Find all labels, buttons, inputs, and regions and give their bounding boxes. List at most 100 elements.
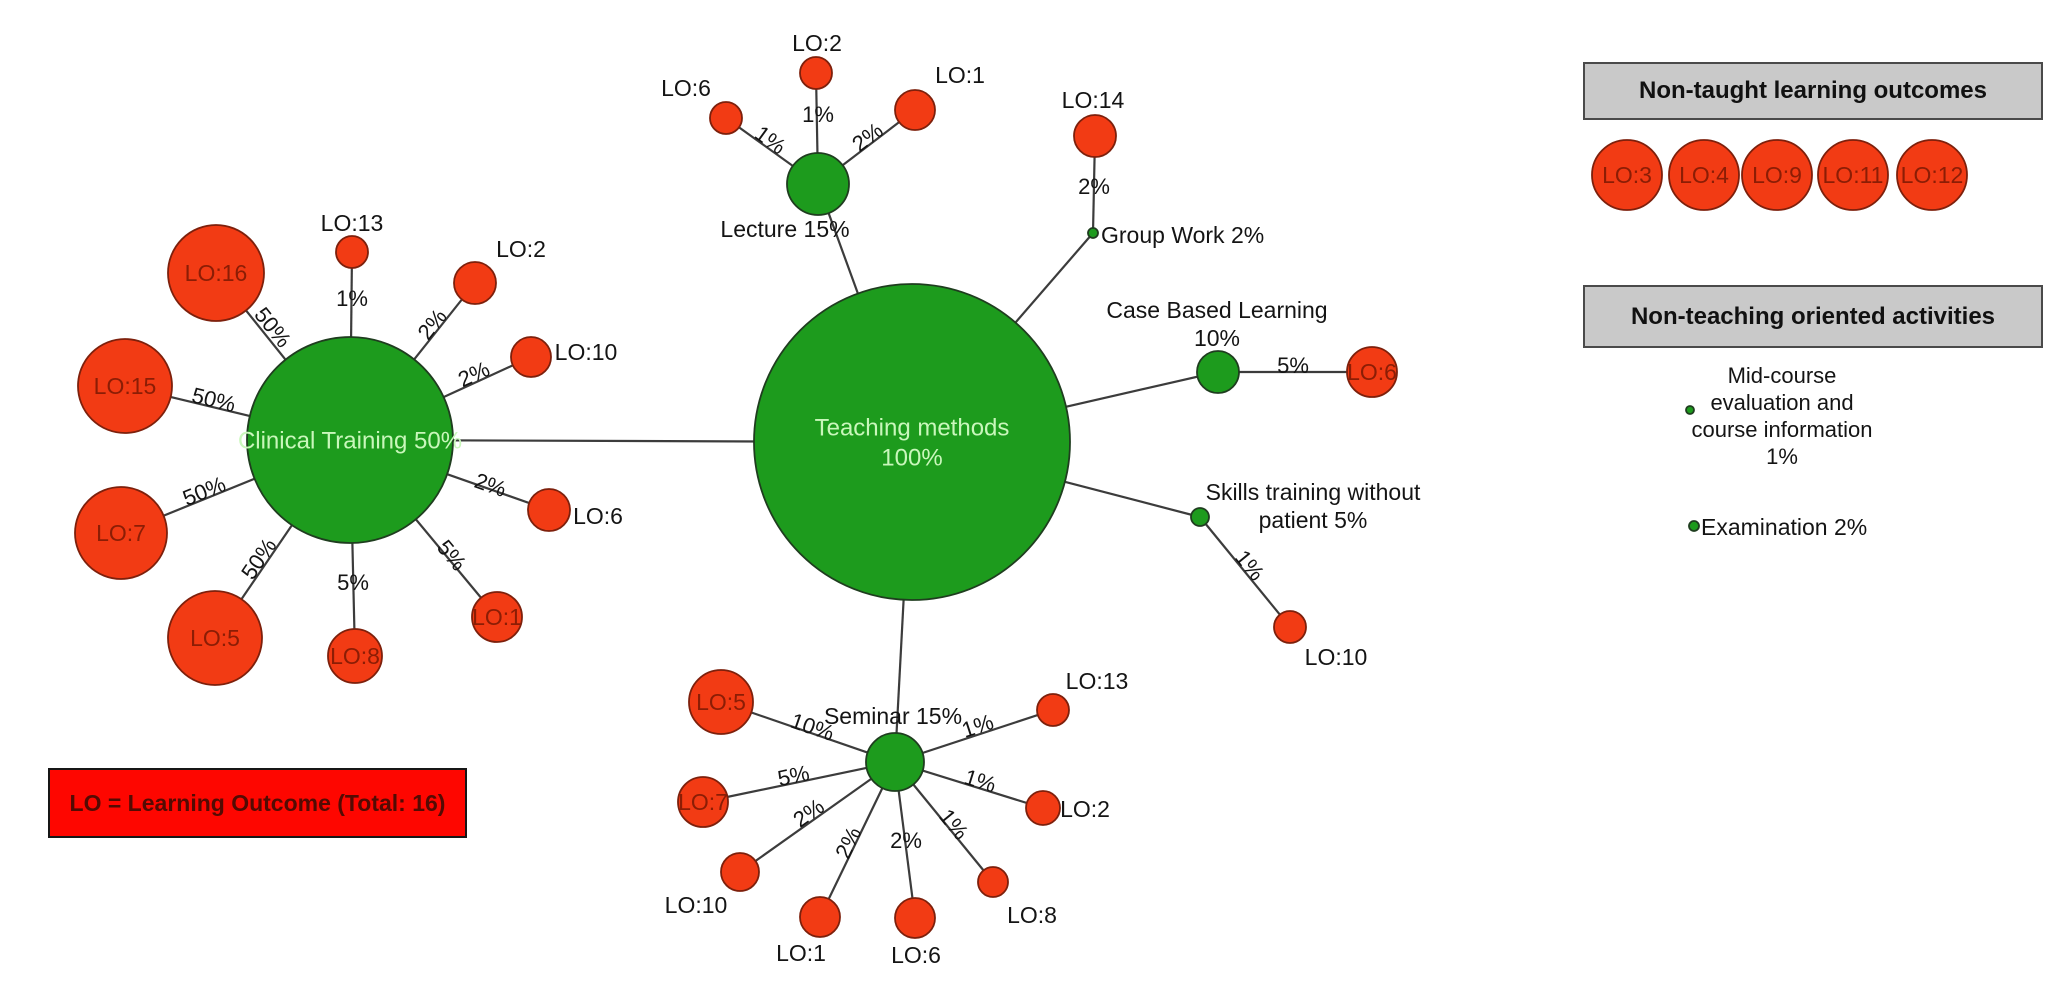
node-label-midcourse-dot-line4: 1%: [1766, 444, 1798, 469]
node-label-t-lo6: LO:6: [661, 75, 711, 101]
node-lecture: [786, 152, 850, 216]
edge-seminar-m-lo10: [739, 761, 896, 873]
node-label-m-lo13: LO:13: [1066, 668, 1129, 694]
node-label-midcourse-dot-line2: evaluation and: [1710, 390, 1853, 415]
node-c-lo6: [527, 488, 571, 532]
node-label-c-lo15: LO:15: [94, 373, 157, 399]
node-label-seminar: Seminar 15%: [824, 703, 962, 729]
node-label-skills-line1: Skills training without: [1206, 479, 1421, 505]
edge-label-seminar-m-lo10: 2%: [788, 793, 828, 832]
non-teaching-activities-title: Non-teaching oriented activities: [1630, 302, 1996, 330]
node-s-lo10: [1273, 610, 1307, 644]
node-c-lo13: [335, 235, 369, 269]
node-label-p-lo9: LO:9: [1752, 162, 1802, 188]
node-label-t-lo1: LO:1: [935, 62, 985, 88]
node-c-lo16: [167, 224, 265, 322]
non-taught-outcomes-title: Non-taught learning outcomes: [1639, 77, 1987, 104]
node-label-c-lo1: LO:1: [472, 604, 522, 630]
node-m-lo10: [720, 852, 760, 892]
edge-label-clinical-c-lo6: 2%: [471, 468, 509, 502]
node-c-lo1: [471, 591, 523, 643]
node-label-c-lo13: LO:13: [321, 210, 384, 236]
edge-label-clinical-c-lo2: 2%: [412, 304, 451, 344]
edge-label-seminar-m-lo8: 1%: [934, 804, 973, 844]
node-m-lo7: [677, 776, 729, 828]
node-c-lo8: [327, 628, 383, 684]
node-label-groupwork: Group Work 2%: [1101, 222, 1264, 248]
node-label-s-lo10: LO:10: [1305, 644, 1368, 670]
node-p-lo12: [1896, 139, 1968, 211]
node-seminar: [865, 732, 925, 792]
edge-label-lecture-t-lo2: 1%: [802, 102, 834, 127]
node-label-p-lo4: LO:4: [1679, 162, 1729, 188]
edge-label-lecture-t-lo6: 1%: [750, 120, 790, 159]
node-label-midcourse-dot-line3: course information: [1692, 417, 1873, 442]
node-label-b-lo6: LO:6: [1347, 359, 1397, 385]
node-label-skills-line2: patient 5%: [1259, 507, 1368, 533]
node-label-c-lo10: LO:10: [555, 339, 618, 365]
edge-label-seminar-m-lo1: 2%: [830, 823, 866, 863]
node-label-c-lo5: LO:5: [190, 625, 240, 651]
node-p-lo11: [1817, 139, 1889, 211]
node-m-lo13: [1036, 693, 1070, 727]
node-t-lo1: [894, 89, 936, 131]
node-label-c-lo7: LO:7: [96, 520, 146, 546]
node-label-p-lo12: LO:12: [1901, 162, 1964, 188]
node-label-c-lo2: LO:2: [496, 236, 546, 262]
node-label-cbl-line1: Case Based Learning: [1106, 297, 1327, 323]
node-cbl: [1196, 350, 1240, 394]
node-label-teaching-line1: Teaching methods: [815, 414, 1010, 441]
edge-label-clinical-c-lo7: 50%: [179, 471, 229, 511]
node-m-lo1: [799, 896, 841, 938]
non-teaching-activities-header: Non-teaching oriented activities: [1583, 285, 2043, 348]
edge-label-clinical-c-lo10: 2%: [454, 356, 493, 392]
node-m-lo2: [1025, 790, 1061, 826]
node-midcourse-dot: [1685, 405, 1695, 415]
node-label-clinical: Clinical Training 50%: [238, 427, 462, 454]
edge-label-lecture-t-lo1: 2%: [847, 117, 887, 156]
node-m-lo8: [977, 866, 1009, 898]
node-c-lo2: [453, 261, 497, 305]
node-t-lo2: [799, 56, 833, 90]
node-label-m-lo2: LO:2: [1060, 796, 1110, 822]
node-label-m-lo7: LO:7: [678, 789, 728, 815]
node-groupwork: [1087, 227, 1099, 239]
node-label-p-lo3: LO:3: [1602, 162, 1652, 188]
node-clinical: [246, 336, 454, 544]
node-b-lo6: [1346, 346, 1398, 398]
node-label-m-lo5: LO:5: [696, 689, 746, 715]
node-label-cbl-line2: 10%: [1194, 325, 1240, 351]
node-label-exam-dot: Examination 2%: [1701, 514, 1867, 540]
edge-label-seminar-m-lo13: 1%: [959, 709, 997, 743]
legend-text: LO = Learning Outcome (Total: 16): [69, 789, 446, 816]
edge-label-seminar-m-lo6: 2%: [890, 828, 922, 853]
edge-skills-s-lo10: [1199, 516, 1291, 628]
node-g-lo14: [1073, 114, 1117, 158]
node-label-p-lo11: LO:11: [1823, 162, 1884, 188]
node-c-lo15: [77, 338, 173, 434]
node-c-lo5: [167, 590, 263, 686]
node-label-teaching-line2: 100%: [881, 444, 942, 471]
node-label-c-lo16: LO:16: [185, 260, 248, 286]
node-label-m-lo10: LO:10: [665, 892, 728, 918]
node-c-lo7: [74, 486, 168, 580]
edge-label-clinical-c-lo13: 1%: [336, 286, 368, 311]
node-label-m-lo6: LO:6: [891, 942, 941, 968]
node-label-g-lo14: LO:14: [1062, 87, 1125, 113]
edge-label-clinical-c-lo1: 5%: [432, 535, 472, 575]
node-p-lo3: [1591, 139, 1663, 211]
edge-label-clinical-c-lo16: 50%: [249, 302, 296, 352]
node-label-lecture: Lecture 15%: [720, 216, 849, 242]
node-label-m-lo8: LO:8: [1007, 902, 1057, 928]
node-label-c-lo8: LO:8: [330, 643, 380, 669]
node-label-t-lo2: LO:2: [792, 30, 842, 56]
node-p-lo4: [1668, 139, 1740, 211]
node-t-lo6: [709, 101, 743, 135]
legend-box: LO = Learning Outcome (Total: 16): [48, 768, 467, 838]
edge-label-seminar-m-lo7: 5%: [775, 760, 811, 791]
node-m-lo6: [894, 897, 936, 939]
node-m-lo5: [688, 669, 754, 735]
edge-seminar-m-lo7: [702, 760, 896, 804]
